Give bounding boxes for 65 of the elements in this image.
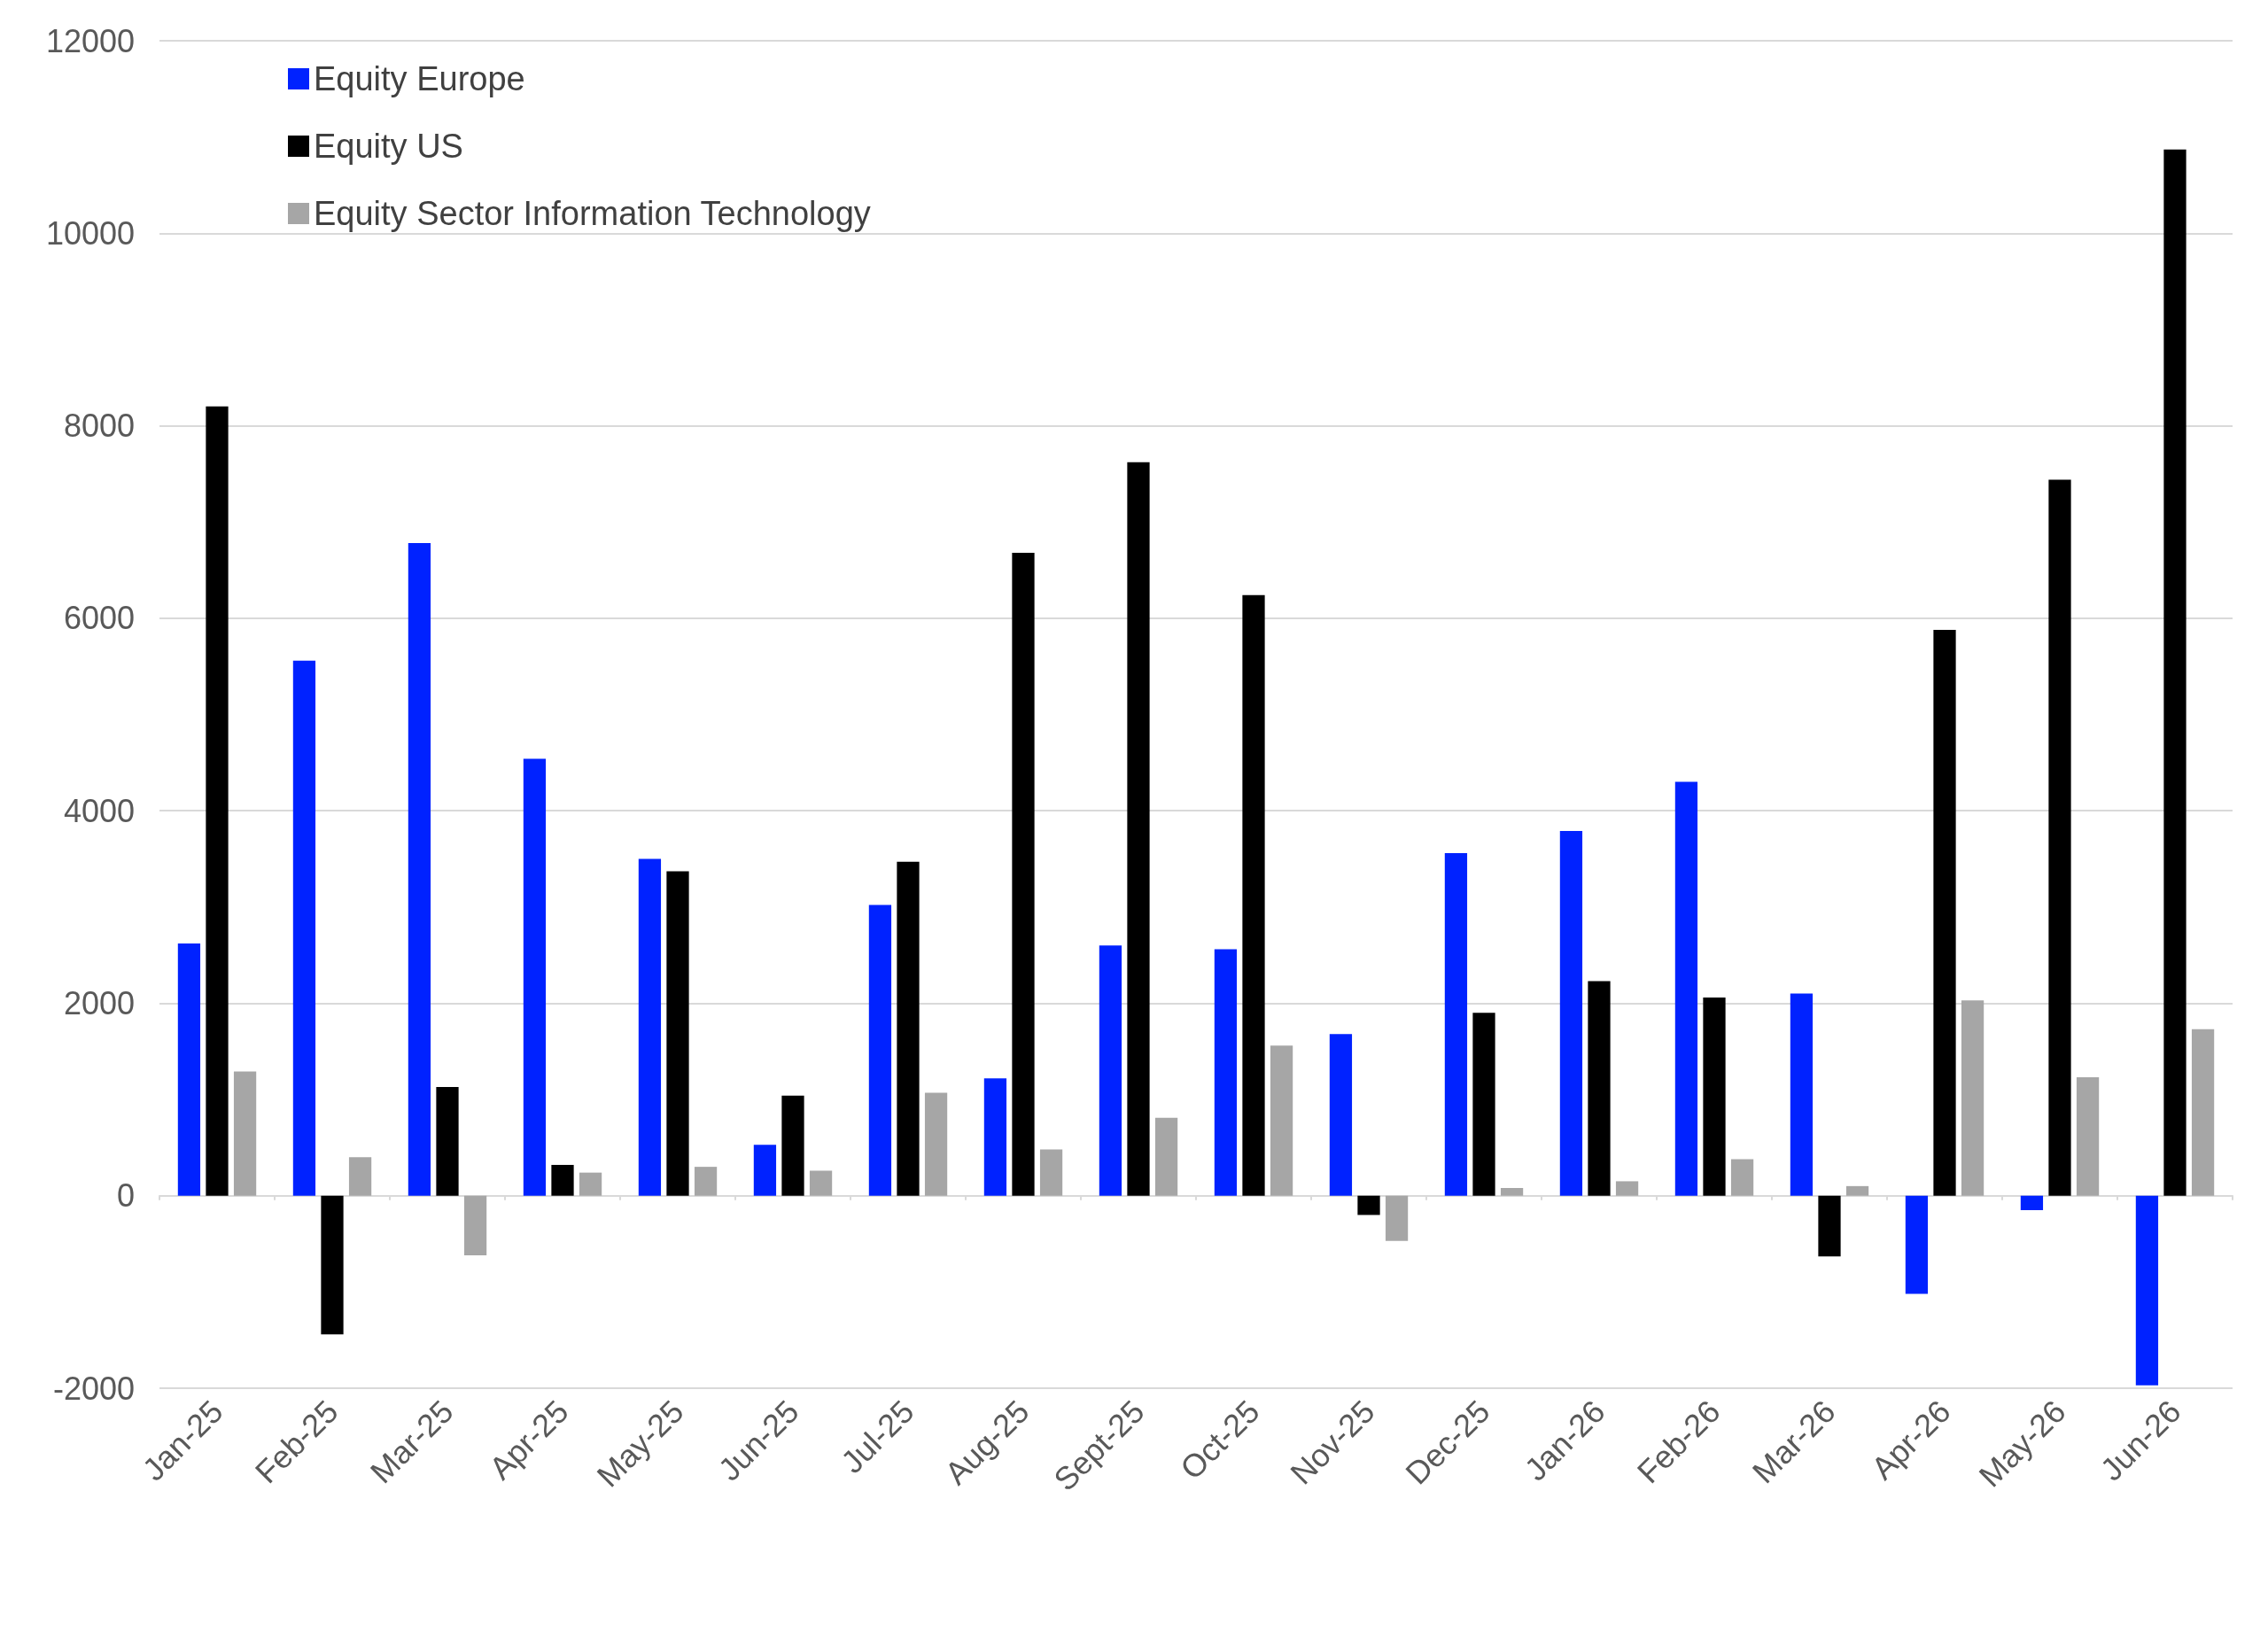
bar xyxy=(1012,552,1035,1196)
bar xyxy=(1905,1195,1929,1294)
bar xyxy=(2048,479,2071,1196)
bar xyxy=(924,1092,948,1196)
bar xyxy=(1559,830,1583,1196)
bar xyxy=(436,1086,459,1196)
bar xyxy=(321,1195,344,1335)
bar xyxy=(348,1157,372,1196)
bar xyxy=(233,1071,257,1196)
bar xyxy=(1500,1188,1524,1196)
bar xyxy=(1790,993,1814,1196)
legend-label: Equity US xyxy=(314,128,463,165)
bar xyxy=(638,858,662,1196)
bar xyxy=(2163,149,2186,1196)
bar xyxy=(551,1164,574,1196)
bar xyxy=(666,871,689,1196)
y-tick-label: 4000 xyxy=(63,792,135,829)
bar xyxy=(753,1145,777,1196)
bar xyxy=(1385,1195,1409,1241)
bar xyxy=(1703,997,1726,1196)
bar xyxy=(1127,462,1150,1196)
y-tick-label: -2000 xyxy=(52,1370,135,1407)
bar xyxy=(1588,981,1611,1196)
bar xyxy=(1154,1117,1178,1196)
bar xyxy=(1357,1195,1380,1215)
bar xyxy=(983,1078,1007,1196)
bar xyxy=(1961,1000,1984,1196)
bar xyxy=(1615,1181,1639,1196)
bar xyxy=(1818,1195,1841,1257)
bar xyxy=(523,758,547,1196)
bar xyxy=(781,1095,804,1196)
bar xyxy=(1933,629,1956,1196)
bar xyxy=(177,943,201,1196)
bar xyxy=(868,905,892,1196)
bar xyxy=(2191,1029,2215,1196)
bar xyxy=(2020,1195,2044,1211)
y-tick-label: 2000 xyxy=(63,984,135,1021)
bar xyxy=(206,406,229,1196)
y-tick-label: 6000 xyxy=(63,600,135,637)
legend-label: Equity Sector Information Technology xyxy=(314,195,871,232)
bar xyxy=(292,660,316,1196)
bar xyxy=(1242,594,1265,1196)
bar xyxy=(1039,1149,1063,1196)
bar xyxy=(2135,1195,2159,1386)
bar xyxy=(408,543,431,1196)
bar xyxy=(1730,1159,1754,1196)
bar xyxy=(897,861,920,1196)
bar xyxy=(809,1170,833,1196)
bar xyxy=(1674,781,1698,1196)
bar xyxy=(694,1167,718,1196)
legend-label: Equity Europe xyxy=(314,60,525,97)
y-tick-label: 12000 xyxy=(45,22,135,59)
y-tick-label: 8000 xyxy=(63,408,135,445)
y-tick-label: 10000 xyxy=(45,214,135,252)
bar xyxy=(1329,1034,1353,1196)
bar xyxy=(1845,1185,1869,1196)
bar xyxy=(1444,852,1468,1196)
bar xyxy=(579,1172,602,1196)
bar xyxy=(1472,1013,1495,1196)
bar xyxy=(1099,945,1122,1196)
bar xyxy=(1270,1045,1293,1196)
bar xyxy=(463,1195,487,1256)
bar xyxy=(1214,949,1238,1196)
bar xyxy=(2076,1077,2100,1196)
y-tick-label: 0 xyxy=(116,1177,135,1215)
